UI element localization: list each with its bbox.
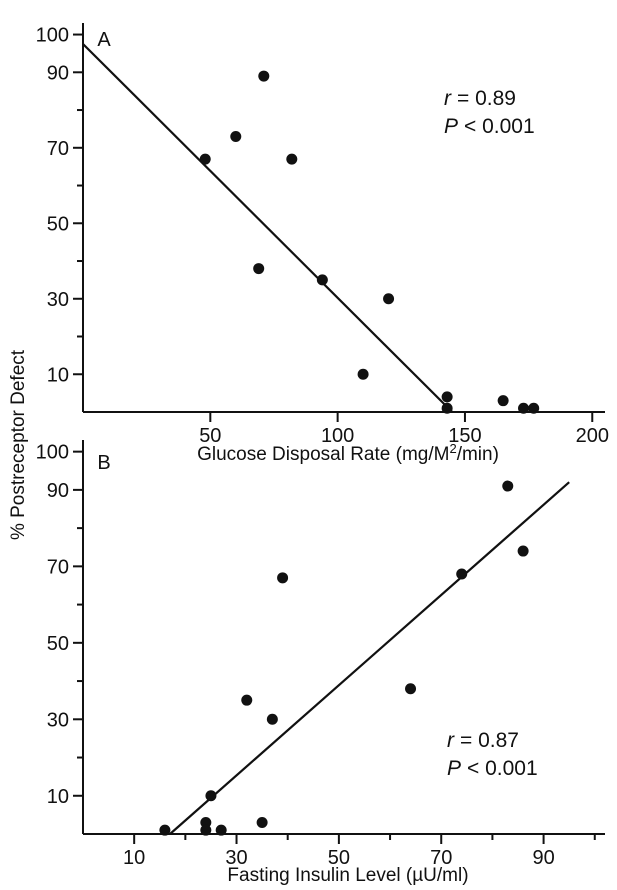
data-point	[456, 568, 468, 580]
x-axis-label: Fasting Insulin Level (µU/ml)	[227, 865, 468, 886]
y-tick-label: 50	[47, 633, 69, 655]
data-point	[277, 572, 289, 584]
regression-line	[169, 481, 570, 835]
x-tick-label: 100	[321, 425, 354, 447]
data-point	[256, 817, 268, 829]
y-tick-label: 70	[47, 556, 69, 578]
y-tick-label: 30	[47, 709, 69, 731]
x-tick-label: 150	[448, 425, 481, 447]
x-tick-label: 90	[532, 847, 554, 869]
data-point	[383, 293, 395, 305]
panel-label: B	[97, 452, 110, 474]
x-tick-label: 10	[123, 847, 145, 869]
y-tick-label: 70	[47, 138, 69, 160]
data-point	[159, 824, 171, 836]
data-point	[205, 790, 217, 802]
data-point	[528, 402, 540, 414]
x-tick-label: 50	[328, 847, 350, 869]
data-point	[441, 391, 453, 403]
data-point	[200, 817, 212, 829]
y-tick-label: 90	[47, 480, 69, 502]
data-point	[497, 395, 509, 407]
x-tick-label: 50	[199, 425, 221, 447]
data-point	[502, 480, 514, 492]
data-point	[258, 70, 270, 82]
data-point	[286, 153, 298, 165]
panel-label: A	[97, 29, 111, 51]
x-tick-label: 200	[576, 425, 609, 447]
data-point	[266, 713, 278, 725]
y-tick-label: 100	[36, 442, 69, 464]
data-point	[200, 824, 212, 836]
y-tick-label: 50	[47, 213, 69, 235]
y-tick-label: 10	[47, 786, 69, 808]
p-value-stat: P < 0.001	[447, 757, 538, 780]
data-point	[517, 545, 529, 557]
data-point	[199, 153, 211, 165]
y-tick-label: 100	[36, 25, 69, 47]
data-point	[316, 274, 328, 286]
correlation-stat: r = 0.87	[447, 729, 519, 752]
data-point	[518, 402, 530, 414]
data-point	[230, 130, 242, 142]
y-tick-label: 30	[47, 289, 69, 311]
data-point	[253, 263, 265, 275]
x-tick-label: 70	[430, 847, 452, 869]
data-point	[405, 683, 417, 695]
y-axis-label: % Postreceptor Defect	[8, 349, 29, 540]
x-tick-label: 30	[225, 847, 247, 869]
x-axis-label: Glucose Disposal Rate (mg/M2/min)	[197, 441, 499, 466]
regression-line	[82, 43, 453, 413]
data-point	[215, 824, 227, 836]
panel-a: 10 30 50 70 90 100 50 100 150 200 Glucose Disposal…	[36, 23, 609, 465]
data-point	[357, 368, 369, 380]
data-point	[441, 402, 453, 414]
panel-b: 10 30 50 70 90 100 10 30 50 70 90 Fasting Insulin L…	[36, 440, 605, 886]
y-tick-label: 10	[47, 364, 69, 386]
p-value-stat: P < 0.001	[444, 115, 535, 138]
y-tick-label: 90	[47, 62, 69, 84]
correlation-stat: r = 0.89	[444, 87, 516, 110]
data-point	[241, 694, 253, 706]
